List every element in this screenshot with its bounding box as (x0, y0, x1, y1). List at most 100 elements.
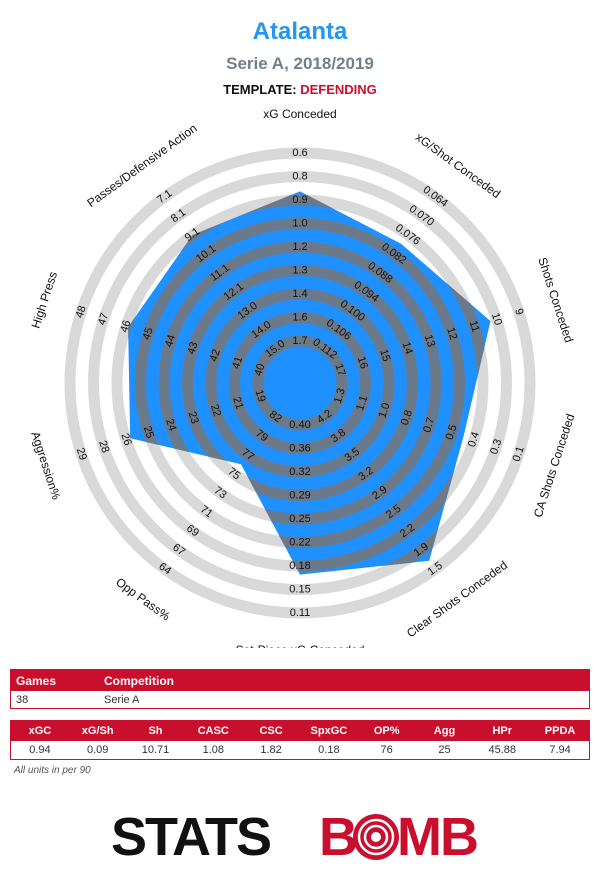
tick-label: 12 (444, 326, 459, 341)
axis-label: Set-Piece xG Conceded (236, 643, 365, 648)
stats-table-header: xGC xG/Sh Sh CASC CSC SpxGC OP% Agg HPr … (11, 721, 589, 741)
tick-label: 19 (253, 388, 268, 403)
tick-label: 79 (253, 427, 270, 444)
tick-label: 1.6 (292, 311, 307, 323)
tick-label: 21 (230, 396, 245, 411)
tick-label: 0.070 (407, 203, 436, 229)
tick-label: 1.7 (292, 335, 307, 347)
overlay-ring (252, 335, 348, 431)
tick-label: 0.4 (466, 430, 482, 448)
stats-value-cell: 76 (380, 744, 393, 756)
tick-label: 0.3 (488, 438, 504, 456)
tick-label: 14 (399, 341, 414, 356)
tick-label: 0.32 (289, 466, 310, 478)
tick-label: 1.3 (292, 264, 307, 276)
tick-label: 64 (156, 561, 173, 578)
tick-label: 0.8 (399, 409, 415, 427)
axis-label: Passes/Defensive Action (84, 121, 199, 210)
stats-header-cell: OP% (373, 725, 400, 737)
stats-header-cell: HPr (492, 725, 513, 737)
tick-label: 0.29 (289, 489, 310, 501)
stats-value-cell: 45.88 (488, 744, 517, 756)
tick-label: 26 (118, 432, 133, 447)
axis-label: Aggression% (28, 430, 63, 502)
stats-header-cell: xG/Sh (81, 725, 114, 737)
tick-label: 0.18 (289, 560, 310, 572)
tick-label: 1.3 (332, 387, 348, 405)
tick-label: 40 (252, 362, 267, 377)
stats-header-cell: CASC (197, 725, 229, 737)
tick-label: 0.36 (289, 442, 310, 454)
tick-label: 28 (96, 439, 111, 454)
stats-value-cell: 10.71 (141, 744, 170, 756)
axis-label: High Press (29, 270, 60, 330)
template-line: TEMPLATE: DEFENDING (0, 82, 600, 97)
stats-header-cell: Agg (433, 725, 456, 737)
tick-label: 1.2 (292, 241, 307, 253)
axis-label: Clear Shots Conceded (404, 558, 510, 640)
info-table-row: 38 Serie A (11, 691, 589, 709)
tick-label: 0.9 (292, 194, 307, 206)
logo-text-stats: STATS (111, 807, 272, 867)
tick-label: 25 (141, 425, 156, 440)
template-value: DEFENDING (300, 82, 377, 97)
units-note: All units in per 90 (14, 765, 91, 776)
info-table: Games Competition 38 Serie A (10, 669, 590, 709)
axis-label: xG Conceded (263, 108, 336, 121)
grid-ring (88, 171, 512, 595)
info-competition-value: Serie A (104, 694, 140, 706)
stats-value-cell: 0.94 (29, 744, 51, 756)
tick-label: 11 (467, 319, 482, 334)
logo-target-icon (353, 814, 399, 860)
tick-label: 0.064 (421, 184, 450, 210)
tick-label: 0.22 (289, 536, 310, 548)
statsbomb-logo: STATS B MB (111, 806, 491, 866)
overlay-ring (182, 265, 418, 501)
tick-label: 0.7 (421, 416, 437, 434)
tick-label: 1.4 (292, 288, 307, 300)
logo-text-b: B (319, 807, 358, 867)
stats-value-cell: 1.08 (202, 744, 224, 756)
tick-label: 41 (230, 355, 245, 370)
tick-label: 67 (170, 542, 187, 559)
tick-label: 17 (332, 362, 347, 377)
tick-label: 0.11 (290, 607, 311, 619)
tick-label: 13 (422, 333, 437, 348)
tick-label: 46 (118, 319, 133, 334)
overlay-ring (158, 241, 442, 525)
axis-label: Shots Conceded (535, 256, 576, 345)
tick-label: 0.1 (511, 445, 527, 463)
tick-label: 75 (225, 465, 242, 482)
template-label: TEMPLATE: (223, 82, 297, 97)
tick-label: 48 (74, 304, 89, 319)
tick-label: 15 (377, 348, 392, 363)
team-title: Atalanta (252, 18, 348, 45)
info-table-header: Games Competition (11, 670, 589, 691)
overlay-ring (229, 312, 371, 454)
tick-label: 22 (208, 403, 223, 418)
tick-label: 44 (163, 333, 178, 348)
info-header-games: Games (16, 674, 57, 688)
info-games-value: 38 (16, 694, 29, 706)
tick-label: 77 (239, 446, 256, 463)
overlay-ring (205, 288, 395, 478)
stats-header-cell: SpxGC (310, 725, 348, 737)
stats-value-cell: 25 (438, 744, 451, 756)
tick-label: 9 (512, 307, 525, 317)
tick-label: 42 (208, 348, 223, 363)
overlay-ring (135, 218, 465, 548)
tick-label: 0.40 (289, 419, 310, 431)
radar-chart: 0.6 0.8 0.9 1.0 1.2 1.3 1.4 1.6 1.7 xG Conceded 0.… (28, 108, 577, 648)
tick-label: 10 (489, 311, 504, 326)
tick-label: 1.0 (376, 401, 392, 419)
stats-header-cell: xGC (28, 725, 52, 737)
stats-table-row: 0.94 0.09 10.71 1.08 1.82 0.18 76 25 45.… (11, 741, 589, 759)
season-subtitle: Serie A, 2018/2019 (226, 54, 374, 73)
info-header-competition: Competition (104, 674, 174, 688)
stats-header-cell: CSC (259, 725, 283, 737)
stats-value-cell: 0.18 (318, 744, 340, 756)
tick-label: 0.6 (292, 147, 307, 159)
tick-label: 16 (355, 355, 370, 370)
tick-label: 23 (185, 410, 200, 425)
stats-table: xGC xG/Sh Sh CASC CSC SpxGC OP% Agg HPr … (10, 720, 590, 760)
